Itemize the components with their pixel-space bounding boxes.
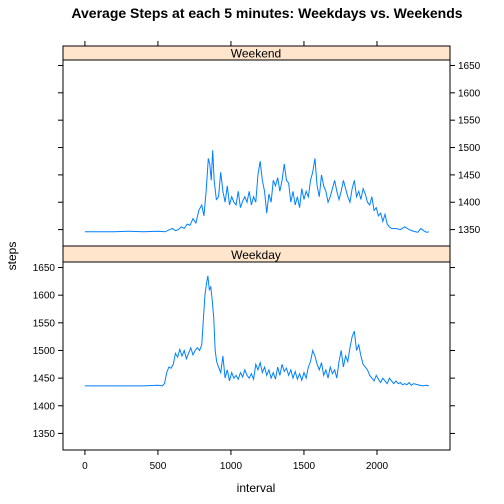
strip-weekday (62, 245, 451, 263)
strip-weekend (62, 45, 451, 61)
panel-weekday-frame (62, 245, 451, 451)
weekday-y-tick-label: 1550 (33, 318, 56, 329)
weekend-ticks: 1350 1400 1450 1500 1550 1600 1650 (58, 61, 481, 236)
x-tick-label: 500 (150, 461, 167, 472)
x-tick-label: 2000 (366, 461, 389, 472)
weekday-series-line (84, 275, 429, 387)
y-axis-title: steps (5, 242, 19, 271)
weekend-y-tick-label: 1550 (458, 116, 481, 127)
weekday-y-tick-label: 1350 (33, 429, 56, 440)
weekday-y-tick-label: 1500 (33, 346, 56, 357)
x-tick-label: 1500 (293, 461, 316, 472)
weekend-y-tick-label: 1450 (458, 170, 481, 181)
weekday-y-tick-label: 1450 (33, 374, 56, 385)
x-axis-title: interval (237, 481, 276, 495)
panel-weekend-frame (62, 45, 451, 247)
weekend-y-tick-label: 1650 (458, 61, 481, 72)
weekend-series-line (84, 150, 429, 233)
weekday-y-tick-label: 1600 (33, 291, 56, 302)
x-axis: 0 500 1000 1500 2000 (82, 41, 389, 472)
strip-label-weekday: Weekday (231, 248, 281, 262)
weekday-y-tick-label: 1400 (33, 401, 56, 412)
chart-title: Average Steps at each 5 minutes: Weekday… (71, 5, 462, 21)
weekend-y-tick-label: 1500 (458, 143, 481, 154)
weekend-y-tick-label: 1600 (458, 88, 481, 99)
weekday-y-tick-label: 1650 (33, 263, 56, 274)
panel-weekday: Weekday 1350 1400 1450 1500 1550 1600 1650 (33, 245, 455, 451)
strip-label-weekend: Weekend (231, 47, 281, 61)
weekend-y-tick-label: 1400 (458, 198, 481, 209)
x-tick-label: 0 (82, 461, 88, 472)
x-tick-label: 1000 (220, 461, 243, 472)
panel-weekend: Weekend 1350 1400 1450 1500 1550 1600 1650 (58, 45, 481, 247)
weekend-y-tick-label: 1350 (458, 225, 481, 236)
weekday-ticks: 1350 1400 1450 1500 1550 1600 1650 (33, 263, 455, 440)
